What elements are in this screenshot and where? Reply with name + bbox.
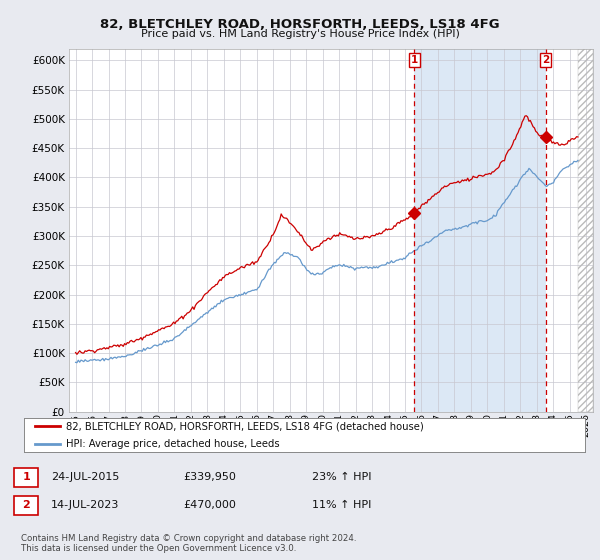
Bar — [578, 49, 593, 412]
Text: 24-JUL-2015: 24-JUL-2015 — [51, 472, 119, 482]
Text: 82, BLETCHLEY ROAD, HORSFORTH, LEEDS, LS18 4FG: 82, BLETCHLEY ROAD, HORSFORTH, LEEDS, LS… — [100, 18, 500, 31]
Text: HPI: Average price, detached house, Leeds: HPI: Average price, detached house, Leed… — [66, 439, 280, 449]
Text: 14-JUL-2023: 14-JUL-2023 — [51, 500, 119, 510]
Text: 82, BLETCHLEY ROAD, HORSFORTH, LEEDS, LS18 4FG (detached house): 82, BLETCHLEY ROAD, HORSFORTH, LEEDS, LS… — [66, 422, 424, 431]
Text: Price paid vs. HM Land Registry's House Price Index (HPI): Price paid vs. HM Land Registry's House … — [140, 29, 460, 39]
Text: 1: 1 — [23, 472, 30, 482]
Bar — [414, 49, 545, 412]
Text: 11% ↑ HPI: 11% ↑ HPI — [312, 500, 371, 510]
Text: £470,000: £470,000 — [183, 500, 236, 510]
Bar — [578, 49, 593, 412]
Text: 1: 1 — [410, 55, 418, 66]
Text: 23% ↑ HPI: 23% ↑ HPI — [312, 472, 371, 482]
Text: 2: 2 — [23, 500, 30, 510]
Text: £339,950: £339,950 — [183, 472, 236, 482]
Text: Contains HM Land Registry data © Crown copyright and database right 2024.
This d: Contains HM Land Registry data © Crown c… — [21, 534, 356, 553]
Text: 2: 2 — [542, 55, 549, 66]
